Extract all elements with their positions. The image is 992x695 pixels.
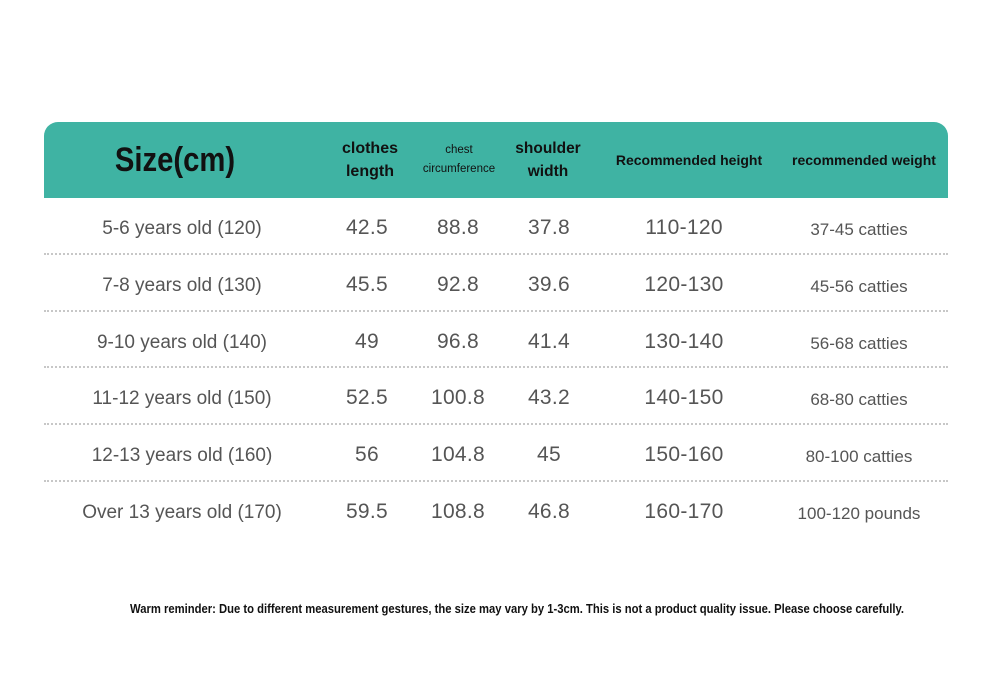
cell-clothes-length: 49 — [355, 329, 379, 353]
header-size-label: Size(cm) — [114, 140, 236, 179]
header-height-label: Recommended height — [615, 152, 763, 168]
table-row: 7-8 years old (130) 45.5 92.8 39.6 120-1… — [44, 255, 948, 312]
warm-reminder-text: Warm reminder: Due to different measurem… — [130, 602, 904, 616]
table-row: Over 13 years old (170) 59.5 108.8 46.8 … — [44, 482, 948, 539]
header-length-line2: length — [345, 163, 394, 180]
cell-chest: 96.8 — [436, 329, 480, 353]
cell-chest: 92.8 — [436, 272, 480, 296]
table-row: 9-10 years old (140) 49 96.8 41.4 130-14… — [44, 312, 948, 369]
cell-weight: 45-56 catties — [810, 276, 908, 296]
cell-shoulder: 37.8 — [527, 216, 571, 239]
size-chart-table: Size(cm) clothes length chest circumfere… — [44, 122, 948, 539]
cell-clothes-length: 59.5 — [345, 499, 389, 523]
cell-weight: 37-45 catties — [810, 220, 908, 239]
cell-chest: 88.8 — [436, 216, 480, 239]
cell-size: 12-13 years old (160) — [91, 445, 273, 467]
header-recommended-weight: recommended weight — [784, 122, 944, 198]
header-chest-line1: chest — [445, 144, 473, 156]
header-chest-circumference: chest circumference — [414, 122, 504, 198]
cell-weight: 100-120 pounds — [797, 503, 921, 523]
cell-size: 5-6 years old (120) — [102, 218, 262, 239]
cell-shoulder: 45 — [537, 443, 561, 467]
cell-height: 130-140 — [644, 329, 724, 353]
cell-shoulder: 39.6 — [527, 272, 571, 296]
cell-weight: 80-100 catties — [805, 447, 913, 467]
header-chest-line2: circumference — [422, 163, 496, 175]
cell-size: Over 13 years old (170) — [82, 501, 282, 523]
cell-clothes-length: 42.5 — [345, 216, 389, 239]
cell-height: 150-160 — [644, 443, 724, 467]
table-row: 11-12 years old (150) 52.5 100.8 43.2 14… — [44, 368, 948, 426]
cell-weight: 68-80 catties — [810, 390, 908, 410]
cell-size: 11-12 years old (150) — [92, 388, 272, 410]
cell-shoulder: 46.8 — [527, 499, 571, 523]
cell-clothes-length: 56 — [355, 443, 379, 467]
cell-height: 120-130 — [644, 272, 724, 296]
cell-chest: 104.8 — [430, 443, 486, 467]
header-clothes-length: clothes length — [326, 122, 414, 198]
cell-chest: 108.8 — [430, 499, 486, 523]
cell-shoulder: 43.2 — [527, 386, 571, 410]
table-body: 5-6 years old (120) 42.5 88.8 37.8 110-1… — [44, 198, 948, 539]
cell-height: 140-150 — [644, 386, 724, 410]
cell-clothes-length: 52.5 — [345, 386, 389, 410]
cell-chest: 100.8 — [430, 386, 486, 410]
header-shoulder-width: shoulder width — [504, 122, 592, 198]
cell-size: 9-10 years old (140) — [96, 331, 268, 353]
cell-height: 160-170 — [644, 499, 724, 523]
header-shoulder-line2: width — [527, 163, 569, 180]
header-size: Size(cm) — [62, 122, 287, 198]
table-row: 5-6 years old (120) 42.5 88.8 37.8 110-1… — [44, 198, 948, 255]
header-shoulder-line1: shoulder — [515, 140, 581, 157]
cell-size: 7-8 years old (130) — [102, 274, 262, 296]
table-header: Size(cm) clothes length chest circumfere… — [44, 122, 948, 198]
cell-weight: 56-68 catties — [810, 333, 908, 353]
header-length-line1: clothes — [341, 140, 398, 157]
table-row: 12-13 years old (160) 56 104.8 45 150-16… — [44, 425, 948, 482]
cell-clothes-length: 45.5 — [345, 272, 389, 296]
header-recommended-height: Recommended height — [604, 122, 774, 198]
cell-shoulder: 41.4 — [527, 329, 571, 353]
header-weight-label: recommended weight — [792, 152, 936, 168]
cell-height: 110-120 — [645, 216, 723, 239]
